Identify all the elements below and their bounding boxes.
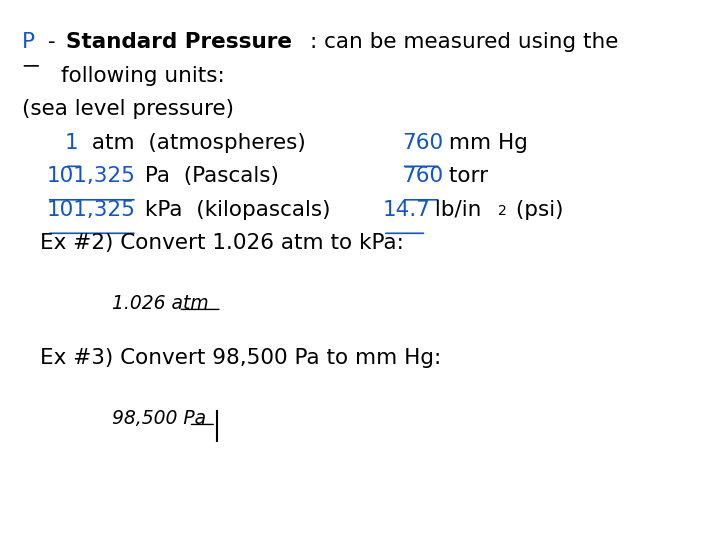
Text: 14.7: 14.7	[383, 200, 431, 220]
Text: 2: 2	[498, 204, 506, 218]
Text: 760: 760	[402, 166, 443, 186]
Text: Pa  (Pascals): Pa (Pascals)	[138, 166, 279, 186]
Text: 98,500 Pa: 98,500 Pa	[112, 409, 206, 428]
Text: atm  (atmospheres): atm (atmospheres)	[85, 133, 306, 153]
Text: 760: 760	[402, 133, 443, 153]
Text: kPa  (kilopascals): kPa (kilopascals)	[138, 200, 330, 220]
Text: 101,325: 101,325	[47, 200, 135, 220]
Text: lb/in: lb/in	[428, 200, 481, 220]
Text: -: -	[41, 32, 63, 52]
Text: 1: 1	[65, 133, 78, 153]
Text: (psi): (psi)	[509, 200, 564, 220]
Text: torr: torr	[442, 166, 488, 186]
Text: 101,325: 101,325	[47, 166, 135, 186]
Text: 1.026 atm: 1.026 atm	[112, 294, 208, 313]
Text: Ex #3) Convert 98,500 Pa to mm Hg:: Ex #3) Convert 98,500 Pa to mm Hg:	[40, 348, 441, 368]
Text: (sea level pressure): (sea level pressure)	[22, 99, 233, 119]
Text: P: P	[22, 32, 35, 52]
Text: following units:: following units:	[61, 66, 225, 86]
Text: Ex #2) Convert 1.026 atm to kPa:: Ex #2) Convert 1.026 atm to kPa:	[40, 233, 403, 253]
Text: mm Hg: mm Hg	[442, 133, 528, 153]
Text: Standard Pressure: Standard Pressure	[66, 32, 292, 52]
Text: : can be measured using the: : can be measured using the	[310, 32, 618, 52]
